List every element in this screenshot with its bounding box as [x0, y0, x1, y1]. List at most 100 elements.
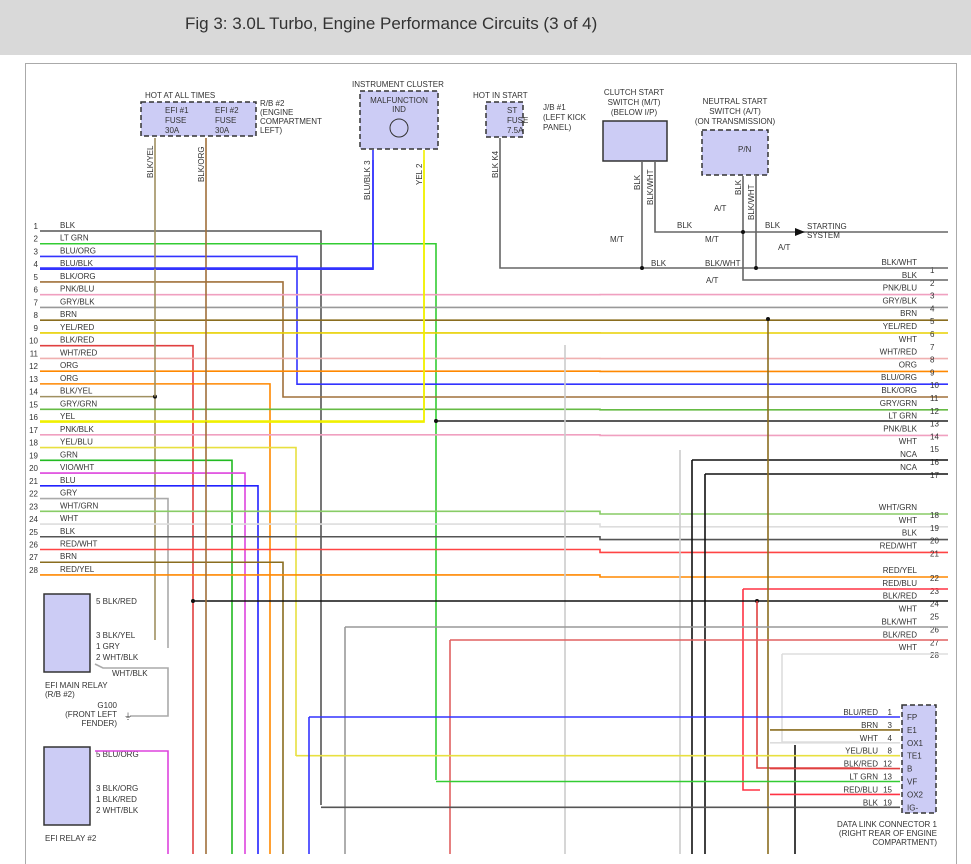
neutral-switch-label: SWITCH (A/T) [709, 107, 761, 116]
starting-system-label: STARTING [807, 222, 847, 231]
dlc-pin-number: 8 [888, 747, 893, 756]
right-pin-number: 23 [930, 587, 939, 596]
right-wire-label: BLK [902, 529, 918, 538]
right-pin-number: 28 [930, 651, 939, 660]
right-wire-label: BLK/WHT [881, 617, 917, 626]
jb1-label: (LEFT KICK [543, 113, 587, 122]
left-pin-number: 11 [30, 349, 39, 358]
clutch-switch-label: (BELOW I/P) [611, 108, 658, 117]
left-wire-label: RED/YEL [60, 565, 95, 574]
start-circuit-label: M/T [610, 235, 624, 244]
left-pin-number: 14 [29, 388, 38, 397]
efi-main-relay-pin-label: 1 GRY [96, 642, 121, 651]
right-wire-label: WHT [899, 516, 917, 525]
start-circuit-label: BLK [765, 221, 781, 230]
clutch-blk-wht [655, 162, 948, 232]
clutch-switch-label: SWITCH (M/T) [608, 98, 661, 107]
start-circuit-label: A/T [706, 276, 719, 285]
right-wire-label: WHT/GRN [879, 503, 917, 512]
efi-main-relay-label: EFI MAIN RELAY [45, 681, 108, 690]
left-wire-label: ORG [60, 374, 78, 383]
rb2-fuse-box [141, 102, 256, 136]
left-wire-17 [40, 435, 948, 436]
right-pin-number: 10 [930, 381, 939, 390]
left-pin-number: 25 [29, 528, 38, 537]
left-pin-number: 18 [29, 439, 38, 448]
splice-dot [640, 266, 644, 270]
dlc-pin-number: 12 [883, 760, 892, 769]
dlc-pin-number: 4 [888, 734, 893, 743]
wht-28-down [782, 654, 860, 742]
right-wire-label: RED/BLU [882, 579, 917, 588]
right-wire-label: GRY/BLK [882, 296, 917, 305]
right-pin-number: 25 [930, 613, 939, 622]
left-pin-number: 5 [34, 273, 39, 282]
dlc-wire-label: BRN [861, 721, 878, 730]
efi-relay-2 [44, 747, 90, 825]
right-pin-number: 9 [930, 368, 935, 377]
right-pin-number: 4 [930, 304, 935, 313]
right-pin-number: 6 [930, 330, 935, 339]
dlc-wire-label: BLK [863, 798, 879, 807]
left-pin-number: 15 [29, 400, 38, 409]
dlc-caption: (RIGHT REAR OF ENGINE [839, 829, 937, 838]
efi-relay-2-pin-label: 1 BLK/RED [96, 795, 137, 804]
right-wire-label: WHT [899, 335, 917, 344]
left-wire-label: GRY/BLK [60, 297, 95, 306]
efi-main-relay-pin-label: 5 BLK/RED [96, 597, 137, 606]
right-wire-label: BRN [900, 309, 917, 318]
dlc-pin-number: 13 [883, 773, 892, 782]
efi-relay-2-pin-label: 3 BLK/ORG [96, 784, 138, 793]
starting-system-label: SYSTEM [807, 231, 840, 240]
pn-label: P/N [738, 145, 752, 154]
right-wire-label: NCA [900, 450, 918, 459]
right-wire-label: YEL/RED [883, 322, 917, 331]
mil-label: MALFUNCTION [370, 96, 428, 105]
mil-label: IND [392, 105, 406, 114]
right-wire-label: RED/WHT [880, 541, 917, 550]
left-pin-number: 12 [29, 362, 38, 371]
neutral-blk-wht-label: BLK/WHT [747, 184, 756, 220]
dlc-wire-label: LT GRN [849, 773, 878, 782]
right-wire-label: WHT [899, 605, 917, 614]
rb2-label: LEFT) [260, 126, 283, 135]
left-pin-number: 22 [29, 490, 38, 499]
g100-label: (FRONT LEFT [65, 710, 117, 719]
dlc-wire-label: WHT [860, 734, 878, 743]
clutch-switch-label: CLUTCH START [604, 88, 664, 97]
dlc-terminal: TE1 [907, 752, 922, 761]
right-pin-number: 22 [930, 574, 939, 583]
left-pin-number: 28 [29, 566, 38, 575]
left-wire-label: RED/WHT [60, 540, 97, 549]
left-wire-label: ORG [60, 361, 78, 370]
right-wire-label: BLK/RED [883, 630, 917, 639]
start-circuit-label: BLK [677, 221, 693, 230]
right-wire-label: BLK [902, 271, 918, 280]
right-pin-number: 15 [930, 445, 939, 454]
left-wire-24 [40, 524, 948, 527]
blu-blk-label: BLU/BLK 3 [363, 160, 372, 200]
right-wire-label: BLK/ORG [881, 386, 917, 395]
dlc-wire-label: RED/BLU [843, 785, 878, 794]
left-pin-number: 21 [29, 477, 38, 486]
left-wire-label: YEL [60, 412, 76, 421]
right-wire-label: RED/YEL [883, 566, 918, 575]
left-pin-number: 3 [34, 247, 39, 256]
left-wire-label: GRY/GRN [60, 399, 97, 408]
efi-main-relay-pin-label: 2 WHT/BLK [96, 653, 139, 662]
right-wire-label: LT GRN [888, 412, 917, 421]
st-fuse-label: ST [507, 106, 517, 115]
left-pin-number: 20 [29, 464, 38, 473]
neutral-start-switch [702, 130, 768, 175]
right-wire-label: BLU/ORG [881, 373, 917, 382]
left-pin-number: 17 [29, 426, 38, 435]
left-wire-5 [40, 282, 948, 397]
efi1-fuse-label: EFI #1 [165, 106, 189, 115]
arrow-icon [795, 228, 805, 236]
left-pin-number: 6 [34, 286, 39, 295]
right-pin-number: 7 [930, 343, 935, 352]
dlc-pin-number: 1 [888, 708, 893, 717]
rb2-label: COMPARTMENT [260, 117, 322, 126]
dlc-terminal: E1 [907, 726, 917, 735]
start-circuit-label: M/T [705, 235, 719, 244]
